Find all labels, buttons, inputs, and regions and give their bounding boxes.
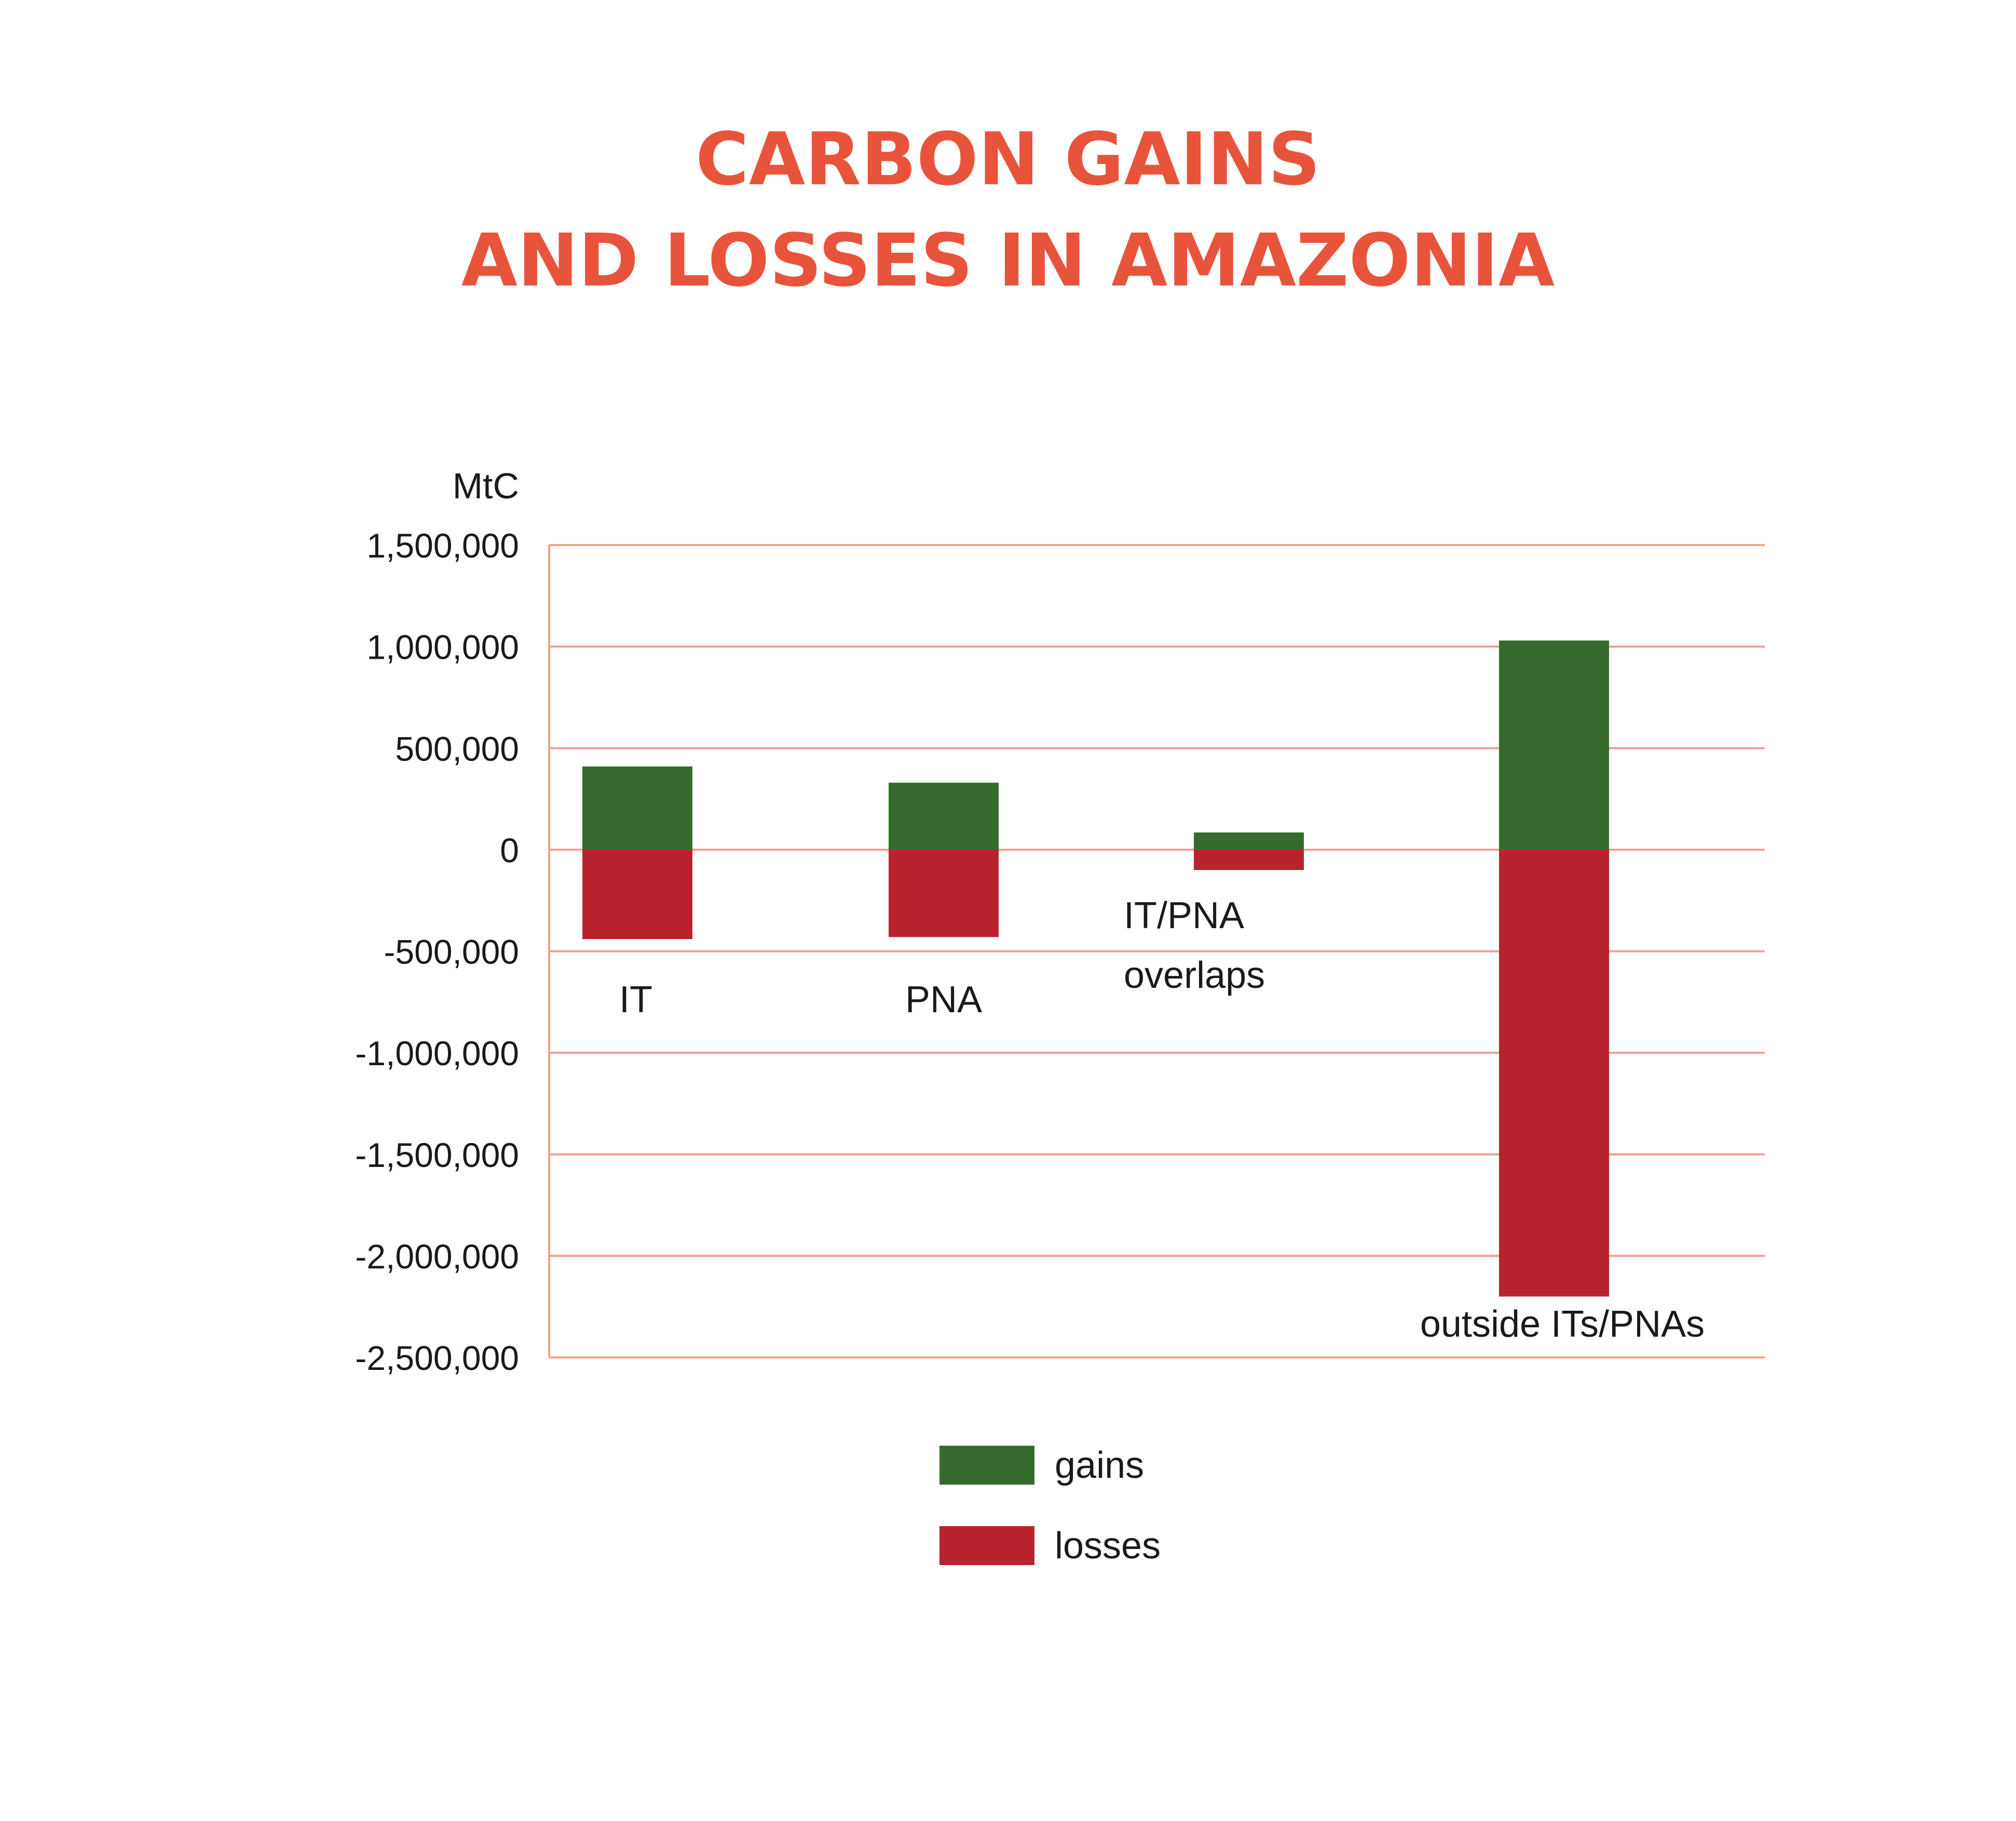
legend-swatch-losses	[939, 1526, 1034, 1565]
y-axis-tick-labels: 1,500,000 1,000,000 500,000 0 -500,000 -1,000…	[355, 526, 519, 1377]
losses-bar	[1194, 849, 1304, 870]
gridlines	[548, 544, 1765, 1358]
y-tick-label: 1,000,000	[366, 628, 519, 667]
losses-bar	[1499, 849, 1609, 1297]
y-tick-label: -2,000,000	[355, 1237, 519, 1275]
bars	[582, 640, 1609, 1297]
category-label: overlaps	[1124, 955, 1265, 996]
losses-bar	[889, 849, 999, 937]
gains-bar	[1194, 832, 1304, 850]
category-label: IT/PNA	[1124, 895, 1244, 936]
gains-bar	[889, 782, 999, 850]
legend-label-gains: gains	[1055, 1445, 1144, 1486]
title-line-2: AND LOSSES IN AMAZONIA	[461, 219, 1555, 303]
y-tick-label: -1,000,000	[355, 1034, 519, 1072]
category-label: PNA	[905, 979, 982, 1021]
title-line-1: CARBON GAINS	[696, 117, 1320, 202]
gains-bar	[582, 766, 692, 850]
legend-label-losses: losses	[1055, 1525, 1161, 1567]
gains-bar	[1499, 640, 1609, 850]
y-tick-label: 1,500,000	[366, 526, 519, 565]
y-tick-label: 0	[500, 831, 519, 869]
category-label: IT	[619, 979, 652, 1021]
y-axis-unit-label: MtC	[453, 466, 519, 506]
y-tick-label: -500,000	[384, 933, 519, 971]
losses-bar	[582, 849, 692, 940]
legend: gains losses	[939, 1445, 1161, 1567]
y-tick-label: -2,500,000	[355, 1339, 519, 1377]
y-tick-label: -1,500,000	[355, 1136, 519, 1174]
y-tick-label: 500,000	[395, 729, 519, 768]
category-labels: IT PNA IT/PNA overlaps outside ITs/PNAs	[619, 895, 1705, 1345]
category-label: outside ITs/PNAs	[1420, 1303, 1705, 1345]
chart-title: CARBON GAINS AND LOSSES IN AMAZONIA	[461, 117, 1555, 303]
legend-swatch-gains	[939, 1446, 1034, 1485]
